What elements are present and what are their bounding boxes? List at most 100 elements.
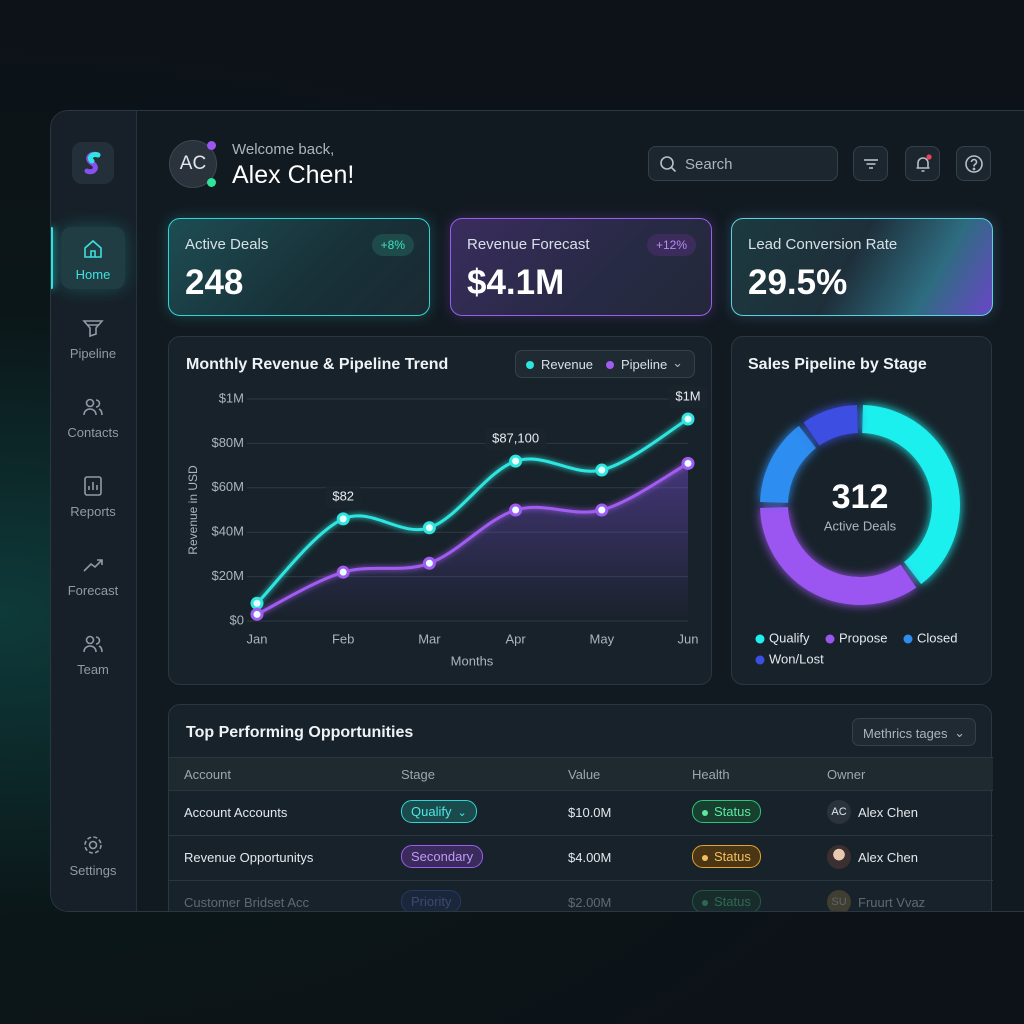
search-placeholder: Search	[685, 156, 733, 173]
legend-label: Closed	[917, 630, 957, 645]
health-pill: Status	[692, 800, 761, 823]
y-tick-label: $20M	[211, 568, 244, 583]
nav-item[interactable]: Reports	[61, 464, 125, 526]
nav-settings[interactable]: Settings	[61, 823, 125, 885]
value-cell: $2.00M	[568, 895, 612, 910]
health-label: Status	[714, 849, 751, 864]
nav-item[interactable]: Contacts	[61, 385, 125, 447]
nav-item[interactable]: Pipeline	[61, 306, 125, 368]
kpi-card[interactable]: Lead Conversion Rate 29.5%	[731, 218, 993, 316]
owner-name: Fruurt Vvaz	[858, 895, 926, 910]
legend-label: Won/Lost	[769, 651, 824, 666]
kpi-label: Active Deals	[185, 236, 269, 253]
pipeline-panel: Sales Pipeline by Stage 312 Active Deals…	[731, 336, 992, 685]
value-cell: $10.0M	[568, 805, 612, 820]
point	[681, 412, 695, 426]
nav-label: Team	[77, 662, 109, 677]
nav-item[interactable]: Team	[61, 622, 125, 684]
stage-label: Qualify	[411, 804, 452, 819]
table-row[interactable]: Customer Bridset Acc Priority $2.00M Status…	[169, 880, 993, 911]
kpi-card[interactable]: Active Deals 248 +8%	[168, 218, 430, 316]
search-icon	[660, 156, 677, 173]
nav-label: Contacts	[67, 425, 119, 440]
nav-label: Settings	[69, 863, 117, 878]
annotation-bg	[325, 485, 362, 508]
legend-item[interactable]: Pipeline	[606, 357, 667, 372]
legend-swatch	[825, 634, 835, 644]
donut-segment	[862, 405, 960, 585]
nav-label: Home	[75, 267, 111, 282]
x-tick-label: Apr	[505, 631, 526, 646]
point	[595, 503, 609, 517]
x-tick-label: Mar	[418, 631, 441, 646]
legend-swatch	[755, 634, 765, 644]
trend-legend[interactable]: Revenue Pipeline ⌄	[515, 350, 695, 378]
stage-label: Secondary	[411, 849, 474, 864]
line	[256, 462, 689, 616]
y-tick-label: $0	[230, 612, 244, 627]
health-label: Status	[714, 894, 751, 909]
legend-caret: ⌄	[672, 355, 683, 370]
x-tick-label: Jan	[247, 631, 268, 646]
annotation-bg	[485, 428, 547, 451]
y-axis-label: Revenue in USD	[186, 465, 200, 555]
greeting: Welcome back,	[232, 141, 335, 158]
point	[336, 565, 350, 579]
panel-title: Top Performing Opportunities	[186, 724, 414, 741]
filter-label: Methrics tages	[863, 726, 948, 741]
line	[255, 417, 689, 605]
kpi-value: $4.1M	[467, 263, 565, 302]
active-indicator	[51, 227, 53, 289]
column-header: Account	[184, 767, 231, 782]
health-pill: Status	[692, 890, 761, 911]
donut-segment	[803, 405, 858, 446]
table-header: Account Stage Value Health Owner	[169, 757, 993, 791]
point	[422, 556, 436, 570]
nav-icon	[84, 239, 102, 258]
nav-label: Reports	[70, 504, 116, 519]
notifications-button[interactable]	[905, 146, 940, 181]
nav-icon	[82, 320, 104, 338]
sidebar: Settings Home Pipeline Contacts Reports Fore…	[51, 111, 137, 911]
help-icon	[964, 154, 983, 173]
annotation: $87,100Apr	[485, 428, 547, 451]
nav-item[interactable]: Forecast	[61, 543, 125, 605]
legend-item[interactable]: Revenue	[526, 357, 593, 372]
point	[250, 596, 264, 610]
search-box[interactable]: Search	[648, 146, 838, 181]
kpi-card[interactable]: Revenue Forecast $4.1M +12%	[450, 218, 712, 316]
column-header: Health	[692, 767, 730, 782]
annotation-label: $87,100	[492, 431, 539, 446]
donut-segment	[760, 507, 917, 605]
point	[422, 521, 436, 535]
annotation: $82Feb	[325, 485, 362, 508]
trend-panel: Monthly Revenue & Pipeline Trend Revenue…	[168, 336, 712, 685]
table-row[interactable]: Account Accounts Qualify ⌄ $10.0M Status AC Al…	[169, 790, 993, 836]
app-frame: Settings Home Pipeline Contacts Reports Fore…	[50, 110, 1024, 912]
health-label: Status	[714, 804, 751, 819]
nav-label: Pipeline	[69, 346, 117, 361]
y-tick-label: $1M	[219, 390, 244, 405]
owner-avatar	[827, 845, 851, 869]
annotation-bg	[668, 385, 708, 408]
help-button[interactable]	[956, 146, 991, 181]
kpi-value: 248	[185, 263, 244, 302]
annotation: $1MJun	[668, 385, 708, 408]
nav-icon	[83, 559, 103, 572]
point	[509, 454, 523, 468]
logo-icon	[84, 151, 101, 175]
stage-pill: Qualify ⌄	[401, 800, 477, 823]
table-row[interactable]: Revenue Opportunitys Secondary $4.00M Statu…	[169, 835, 993, 881]
logo[interactable]	[72, 142, 114, 184]
legend-swatch	[903, 634, 913, 644]
filter-button[interactable]	[853, 146, 888, 181]
kpi-change: +12%	[646, 234, 696, 256]
health-dot	[702, 809, 708, 816]
status-dot	[207, 178, 216, 187]
table-filter[interactable]: Methrics tages ⌄	[852, 718, 976, 746]
point	[509, 503, 523, 517]
stage-caret: ⌄	[457, 807, 467, 819]
annotation-label: $1M	[675, 388, 700, 403]
nav-item[interactable]: Home	[61, 227, 125, 289]
